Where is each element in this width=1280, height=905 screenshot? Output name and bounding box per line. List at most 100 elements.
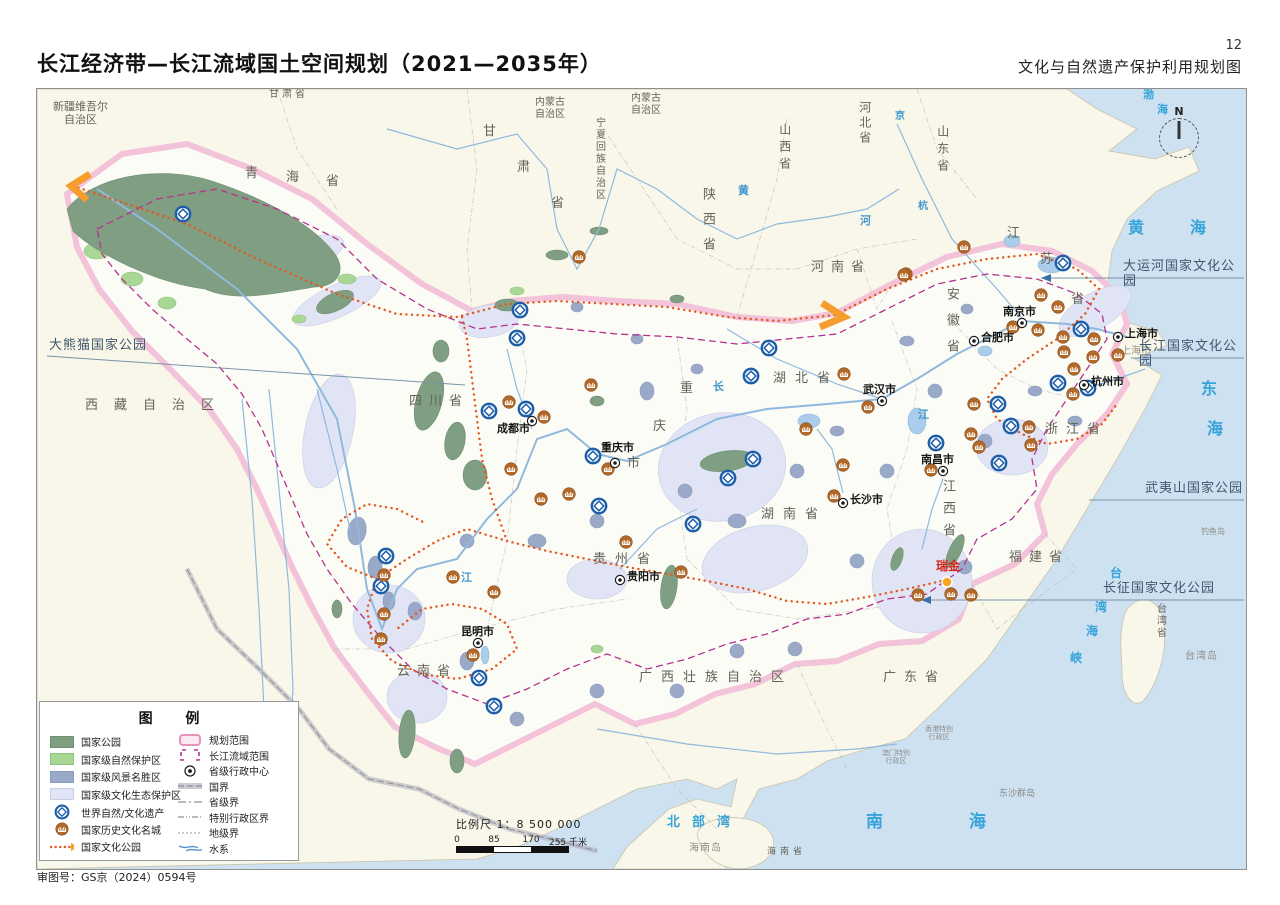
legend-box: 图 例 国家公园 国家级自然保护区 国家级风景名胜区 国家级文化生态保护区 世界自然/文… xyxy=(39,701,299,861)
planning-map[interactable]: N 图 例 国家公园 国家级自然保护区 国家级风景名胜区 国家级文化生态保护区 世界自然… xyxy=(36,88,1247,870)
historic-city-icon xyxy=(537,409,551,428)
legend-item: 国家公园 xyxy=(50,734,121,749)
river-label: 河 xyxy=(860,214,871,227)
npark-patch xyxy=(462,459,488,491)
scalebar-tick: 170 xyxy=(522,835,540,845)
lakes-patch xyxy=(907,407,927,435)
reserve-swatch xyxy=(50,753,74,765)
world-heritage-icon xyxy=(517,400,535,422)
world-heritage-icon xyxy=(508,329,526,351)
npark-patch xyxy=(890,547,904,571)
province-label: 四川省 xyxy=(409,394,470,409)
capital-label: 成都市 xyxy=(497,422,530,435)
scalebar-tick: 255 千米 xyxy=(548,838,588,848)
npark-patch xyxy=(444,421,466,461)
capital-marker xyxy=(937,462,949,481)
legend-item-label: 省级行政中心 xyxy=(209,767,269,778)
province-label: 市 xyxy=(627,456,641,471)
annotation-label: 武夷山国家公园 xyxy=(1145,481,1244,496)
legend-item: 地级界 xyxy=(178,825,239,840)
historic-city-icon xyxy=(584,377,598,396)
world-heritage-icon xyxy=(1072,320,1090,342)
province-label: 内蒙古 自治区 xyxy=(535,97,565,120)
province-label: 山西省 xyxy=(777,123,792,174)
provline-swatch xyxy=(178,799,202,805)
scenic-swatch xyxy=(50,770,74,783)
province-label: 贵州省 xyxy=(593,552,660,567)
compass-north-label: N xyxy=(1174,105,1184,118)
reserve-patch xyxy=(120,271,144,287)
world-heritage-icon xyxy=(684,515,702,537)
world-heritage-icon xyxy=(989,395,1007,417)
legend-item-label: 规划范围 xyxy=(209,736,249,747)
sea-label: 东 xyxy=(1201,379,1218,398)
historic-city-icon xyxy=(972,439,986,458)
legend-item: 特别行政区界 xyxy=(178,810,269,825)
sea-label: 渤 xyxy=(1143,88,1154,101)
world-heritage-icon xyxy=(511,301,529,323)
legend-item-label: 国家级自然保护区 xyxy=(81,755,161,767)
historic-city-icon xyxy=(837,366,851,385)
historic-city-icon xyxy=(836,457,850,476)
legend-item: 国界 xyxy=(178,779,229,794)
scenic-patch xyxy=(789,463,805,479)
npark-swatch xyxy=(50,735,74,748)
scenic-patch xyxy=(787,641,803,657)
geo-label: 钓鱼岛 xyxy=(1201,527,1225,536)
culture-patch xyxy=(701,524,809,594)
capital-label: 上海市 xyxy=(1125,327,1158,340)
npark-patch xyxy=(669,294,685,304)
scenic-patch xyxy=(639,381,655,401)
scalebar-segment xyxy=(531,847,568,852)
legend-item: 世界自然/文化遗产 xyxy=(50,804,164,820)
historic-city-icon xyxy=(924,462,938,481)
npark-patch xyxy=(545,249,569,261)
historic-city-icon xyxy=(1031,322,1045,341)
province-label: 庆 xyxy=(653,419,667,434)
scalebar-segment xyxy=(457,847,494,852)
basin-swatch xyxy=(178,748,202,762)
map-approval-number: 审图号：GS京（2024）0594号 xyxy=(37,871,197,884)
capital-label: 武汉市 xyxy=(863,383,896,396)
legend-item-label: 国家级文化生态保护区 xyxy=(81,790,181,802)
scenic-patch xyxy=(690,363,704,375)
scenic-patch xyxy=(899,335,915,347)
province-label: 江 xyxy=(1007,226,1021,241)
world-heritage-icon xyxy=(927,434,945,456)
scenic-patch xyxy=(849,553,865,569)
npark-patch xyxy=(398,709,416,759)
sea-label: 台 xyxy=(1110,566,1123,580)
province-label: 省 xyxy=(1071,292,1085,307)
capital-label: 贵阳市 xyxy=(627,570,660,583)
province-label: 重 xyxy=(680,381,694,396)
historic-city-icon xyxy=(799,421,813,440)
historic-city-icon xyxy=(534,491,548,510)
annotation-label: 长江国家文化公园 xyxy=(1139,339,1238,369)
historic-city-icon xyxy=(967,396,981,415)
province-label: 新疆维吾尔 自治区 xyxy=(53,100,108,126)
world-heritage-icon xyxy=(719,469,737,491)
world-heritage-icon xyxy=(590,497,608,519)
legend-item-label: 国家文化公园 xyxy=(81,843,141,854)
river-label: 江 xyxy=(918,408,929,421)
compass-needle xyxy=(1177,121,1181,139)
river-label: 杭 xyxy=(918,201,928,212)
npark-patch xyxy=(449,748,465,774)
legend-item: 国家级风景名胜区 xyxy=(50,769,161,784)
province-label: 广东省 xyxy=(883,670,947,685)
legend-item: 国家历史文化名城 xyxy=(50,822,161,837)
ruijin-marker xyxy=(941,573,953,592)
legend-item-label: 世界自然/文化遗产 xyxy=(81,808,165,820)
world-heritage-icon xyxy=(470,669,488,691)
province-label: 浙江省 xyxy=(1045,422,1109,437)
capital-marker xyxy=(1016,314,1028,333)
river-label: 黄 xyxy=(738,184,749,197)
historic-city-icon xyxy=(487,584,501,603)
prefline-swatch xyxy=(178,830,202,836)
sea-label: 北部湾 xyxy=(667,815,743,830)
legend-item-label: 省级界 xyxy=(209,798,239,809)
scenic-patch xyxy=(407,601,423,621)
province-label: 苏 xyxy=(1040,252,1054,267)
scenic-patch xyxy=(669,683,685,699)
scenic-patch xyxy=(957,559,973,575)
